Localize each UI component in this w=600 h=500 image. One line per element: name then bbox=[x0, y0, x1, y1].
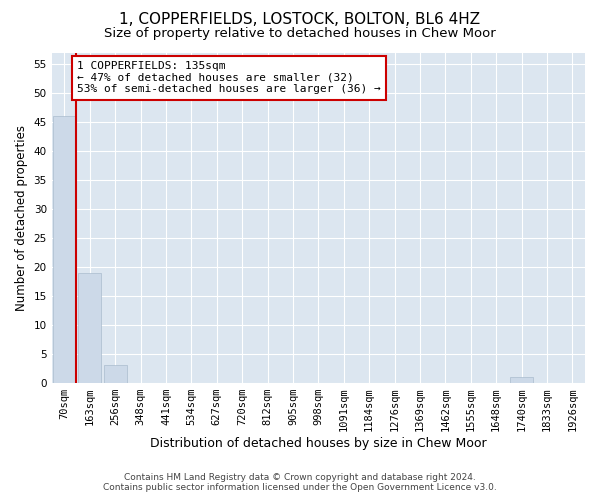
Bar bbox=[53, 116, 76, 383]
Text: Size of property relative to detached houses in Chew Moor: Size of property relative to detached ho… bbox=[104, 28, 496, 40]
X-axis label: Distribution of detached houses by size in Chew Moor: Distribution of detached houses by size … bbox=[150, 437, 487, 450]
Bar bbox=[510, 377, 533, 383]
Y-axis label: Number of detached properties: Number of detached properties bbox=[15, 124, 28, 310]
Text: 1 COPPERFIELDS: 135sqm
← 47% of detached houses are smaller (32)
53% of semi-det: 1 COPPERFIELDS: 135sqm ← 47% of detached… bbox=[77, 61, 381, 94]
Text: Contains HM Land Registry data © Crown copyright and database right 2024.
Contai: Contains HM Land Registry data © Crown c… bbox=[103, 473, 497, 492]
Text: 1, COPPERFIELDS, LOSTOCK, BOLTON, BL6 4HZ: 1, COPPERFIELDS, LOSTOCK, BOLTON, BL6 4H… bbox=[119, 12, 481, 28]
Bar bbox=[79, 272, 101, 383]
Bar bbox=[104, 366, 127, 383]
